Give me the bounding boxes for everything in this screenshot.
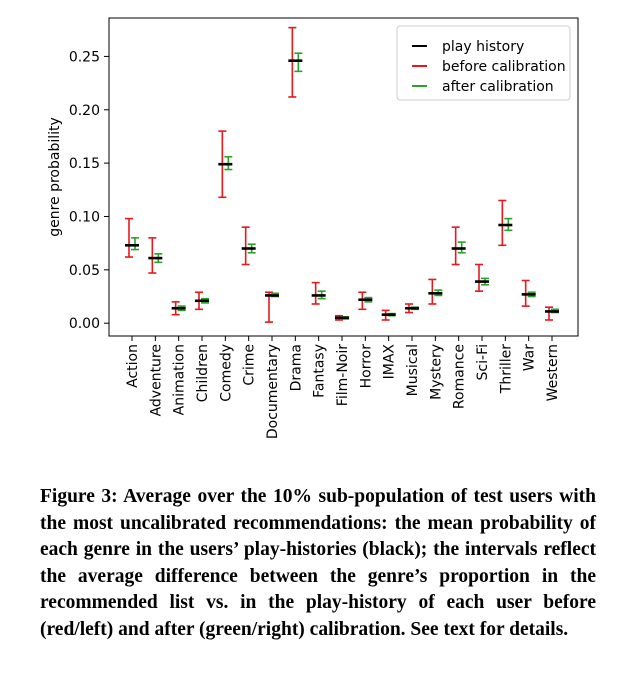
x-tick-label: Mystery <box>428 344 444 400</box>
x-tick-label: IMAX <box>382 344 398 380</box>
y-tick-label: 0.05 <box>69 263 100 279</box>
legend-label: play history <box>442 39 524 55</box>
before-calibration-errorbar <box>498 199 507 247</box>
y-tick-label: 0.25 <box>69 49 100 65</box>
before-calibration-errorbar <box>288 26 297 98</box>
x-tick-label: Adventure <box>148 344 164 416</box>
x-tick-label: Musical <box>405 344 421 396</box>
errorbar-chart: 0.00 0.05 0.10 0.15 0.20 0.25 Action Adventure A… <box>47 17 579 439</box>
after-calibration-errorbar <box>294 52 303 73</box>
x-tick-label: Drama <box>288 344 304 391</box>
legend: play history before calibration after cali… <box>396 25 571 101</box>
before-calibration-errorbar <box>428 278 437 305</box>
x-tick-label: Romance <box>452 344 468 409</box>
before-calibration-errorbar <box>545 306 553 321</box>
before-calibration-errorbar <box>241 226 250 266</box>
legend-label: after calibration <box>442 79 554 95</box>
after-calibration-errorbar <box>131 237 139 251</box>
x-tick-label: War <box>522 344 538 372</box>
x-tick-label: Crime <box>242 344 258 386</box>
x-tick-label: Fantasy <box>312 344 328 398</box>
x-tick-label: Animation <box>172 344 188 415</box>
x-tick-label: Documentary <box>265 344 281 439</box>
x-tick-label: Sci-Fi <box>475 344 491 380</box>
before-calibration-errorbar <box>265 291 273 323</box>
figure-caption: Figure 3: Average over the 10% sub-popul… <box>40 486 596 640</box>
x-tick-label: Action <box>125 344 141 388</box>
y-tick-label: 0.00 <box>69 316 100 332</box>
x-tick-label: Comedy <box>218 344 234 402</box>
y-tick-label: 0.15 <box>69 156 100 172</box>
x-tick-label: Thriller <box>498 344 514 394</box>
y-tick-label: 0.10 <box>69 209 100 225</box>
y-axis-label: genre probability <box>47 117 63 237</box>
x-tick-label: Film-Noir <box>335 344 351 406</box>
before-calibration-errorbar <box>475 263 483 292</box>
before-calibration-errorbar <box>311 281 320 305</box>
figure: 0.00 0.05 0.10 0.15 0.20 0.25 Action Adventure A… <box>47 17 579 439</box>
x-tick-label: Western <box>545 344 561 401</box>
x-tick-label: Children <box>195 344 211 402</box>
x-tick-label: Horror <box>358 344 374 389</box>
plot-frame <box>108 17 579 337</box>
before-calibration-errorbar <box>148 237 157 274</box>
before-calibration-errorbar <box>125 217 133 258</box>
before-calibration-errorbar <box>451 226 460 266</box>
legend-label: before calibration <box>442 59 566 75</box>
y-tick-label: 0.20 <box>69 103 100 119</box>
